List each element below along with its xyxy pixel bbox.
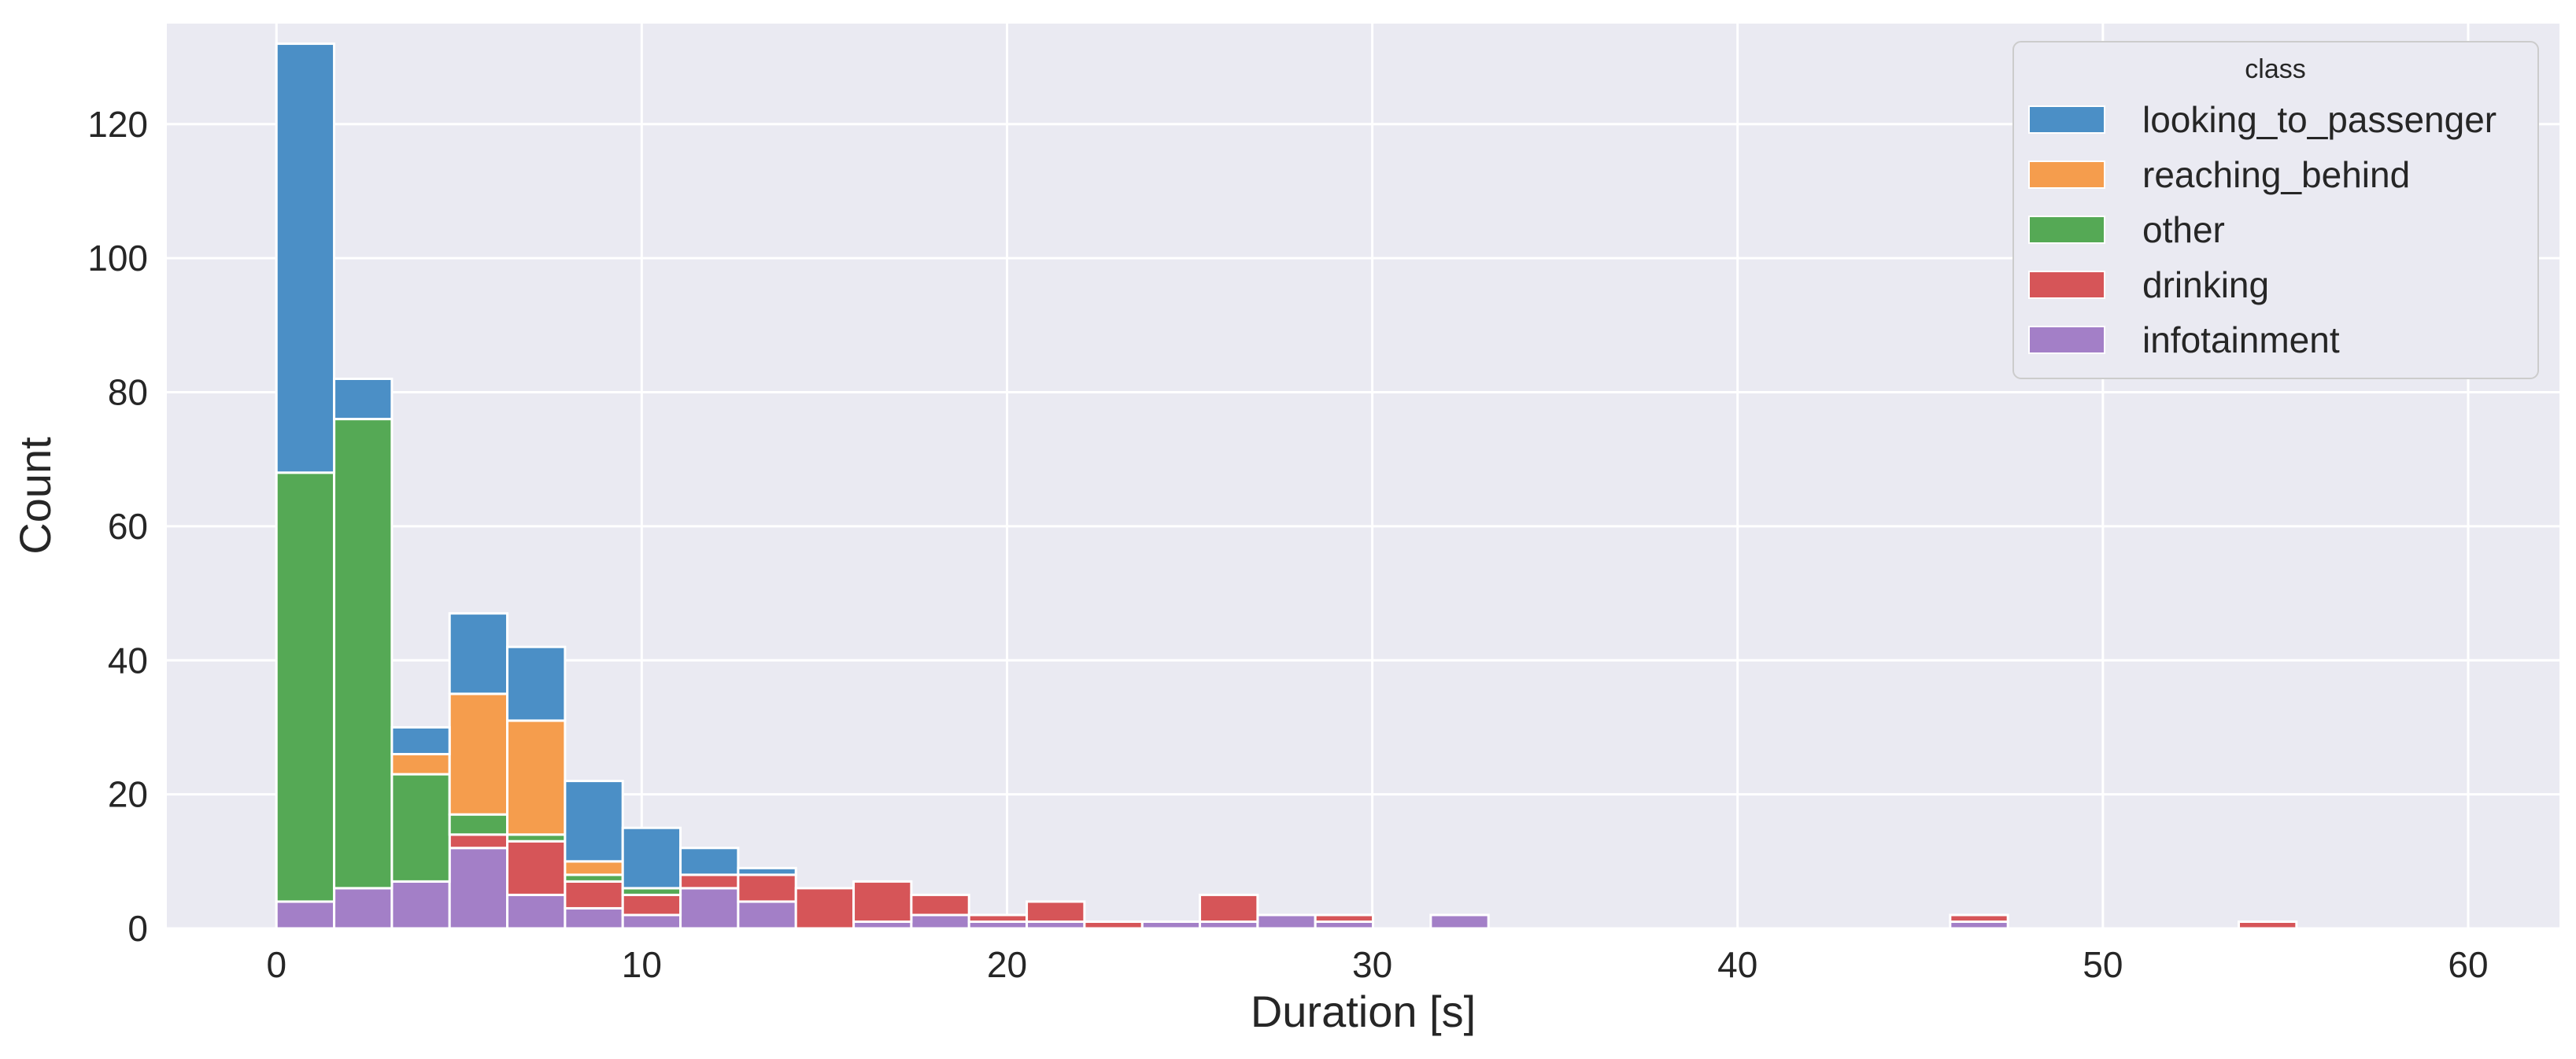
bar-segment-looking-to-passenger <box>275 42 336 474</box>
legend-swatch-drinking <box>2028 271 2105 299</box>
y-tick-label: 120 <box>87 104 148 145</box>
x-tick-label: 60 <box>2448 944 2488 985</box>
bar-segment-infotainment <box>737 900 797 930</box>
bar-segment-infotainment <box>679 887 740 930</box>
bar-segment-infotainment <box>1429 913 1490 930</box>
bar-segment-drinking <box>564 880 624 910</box>
legend-title: class <box>2245 54 2305 84</box>
bar-segment-other <box>333 418 394 890</box>
legend-swatch-infotainment <box>2028 326 2105 354</box>
bar-segment-reaching-behind <box>390 753 451 776</box>
bar-segment-drinking <box>1314 913 1375 923</box>
bar-segment-infotainment <box>333 887 394 930</box>
bar-segment-looking-to-passenger <box>564 780 624 863</box>
bar-segment-drinking <box>2238 920 2298 930</box>
bar-segment-drinking <box>910 893 970 917</box>
bar-segment-drinking <box>1026 900 1086 923</box>
bar-segment-looking-to-passenger <box>679 847 740 876</box>
y-tick-label: 80 <box>108 372 148 413</box>
bar-segment-infotainment <box>275 900 336 930</box>
bar-segment-reaching-behind <box>448 692 509 816</box>
bar-segment-infotainment <box>564 906 624 930</box>
bar-segment-drinking <box>1083 920 1144 930</box>
bar-segment-drinking <box>737 873 797 903</box>
bar-segment-infotainment <box>1140 920 1202 930</box>
bar-segment-looking-to-passenger <box>506 645 567 722</box>
legend-label-drinking: drinking <box>2142 264 2269 305</box>
bar-segment-drinking <box>1199 893 1259 923</box>
bar-segment-drinking <box>621 893 682 917</box>
legend-label-infotainment: infotainment <box>2142 319 2340 360</box>
bar-segment-infotainment <box>390 880 451 930</box>
bar-segment-drinking <box>448 833 509 850</box>
bar-segment-drinking <box>852 880 913 923</box>
x-tick-label: 0 <box>266 944 286 985</box>
bar-segment-looking-to-passenger <box>333 377 394 421</box>
y-tick-label: 40 <box>108 640 148 681</box>
bar-segment-drinking <box>679 873 740 890</box>
legend-box <box>2012 41 2539 379</box>
y-axis-title: Count <box>10 437 60 555</box>
y-tick-label: 100 <box>87 238 148 279</box>
bar-segment-looking-to-passenger <box>621 826 682 890</box>
stacked-bars <box>275 42 2298 930</box>
bar-segment-drinking <box>1949 913 2009 923</box>
y-tick-label: 60 <box>108 506 148 547</box>
x-axis-title: Duration [s] <box>1251 987 1476 1036</box>
x-tick-label: 20 <box>987 944 1027 985</box>
legend-swatch-other <box>2028 216 2105 244</box>
y-tick-label: 20 <box>108 774 148 815</box>
legend-label-looking-to-passenger: looking_to_passenger <box>2142 99 2497 140</box>
bar-segment-looking-to-passenger <box>448 612 509 696</box>
legend-label-reaching-behind: reaching_behind <box>2142 154 2410 195</box>
x-tick-labels: 0 10 20 30 40 50 60 <box>266 944 2488 985</box>
bar-segment-reaching-behind <box>564 860 624 876</box>
bar-segment-looking-to-passenger <box>737 866 797 876</box>
bar-segment-infotainment <box>448 847 509 930</box>
legend-swatch-looking-to-passenger <box>2028 105 2105 134</box>
x-tick-label: 50 <box>2083 944 2123 985</box>
legend: class looking_to_passenger reaching_behin… <box>2012 41 2539 379</box>
legend-swatch-reaching-behind <box>2028 161 2105 189</box>
bar-segment-other <box>390 773 451 883</box>
bar-segment-drinking <box>506 839 567 896</box>
bar-segment-other <box>275 471 336 903</box>
x-tick-label: 10 <box>622 944 662 985</box>
bar-segment-infotainment <box>506 893 567 930</box>
y-tick-label: 0 <box>128 908 148 949</box>
bar-segment-infotainment <box>621 913 682 930</box>
legend-items: looking_to_passenger reaching_behindother… <box>2028 99 2497 360</box>
bar-segment-reaching-behind <box>506 719 567 836</box>
legend-label-other: other <box>2142 209 2225 250</box>
bar-segment-infotainment <box>910 913 970 930</box>
x-tick-label: 30 <box>1352 944 1392 985</box>
y-tick-labels: 0 20 40 60 80 100 120 <box>87 104 148 949</box>
bar-segment-drinking <box>967 913 1029 923</box>
bar-segment-looking-to-passenger <box>390 725 451 756</box>
bar-segment-drinking <box>794 887 856 930</box>
x-tick-label: 40 <box>1717 944 1757 985</box>
bar-segment-infotainment <box>1256 913 1317 930</box>
bar-segment-other <box>448 813 509 836</box>
